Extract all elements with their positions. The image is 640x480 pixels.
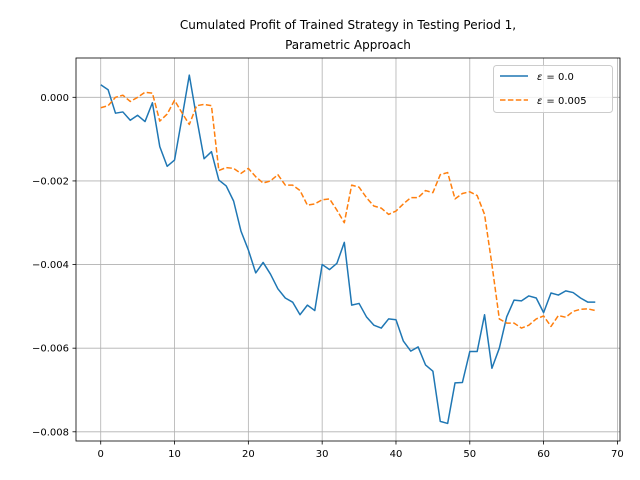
y-tick-label: −0.008 xyxy=(32,427,69,438)
x-tick-label: 60 xyxy=(537,449,550,460)
x-tick-label: 50 xyxy=(463,449,476,460)
legend-symbol-eps-0005: ε xyxy=(537,96,543,107)
chart-title-line2: Parametric Approach xyxy=(285,38,411,52)
legend-label-eps-0: ε = 0.0 xyxy=(537,72,574,83)
legend-symbol-eps-0: ε xyxy=(537,72,543,83)
x-tick-label: 0 xyxy=(98,449,104,460)
legend-value-eps-0: = 0.0 xyxy=(546,72,573,83)
chart-title-line1: Cumulated Profit of Trained Strategy in … xyxy=(180,18,516,32)
grid xyxy=(76,58,620,441)
x-tick-label: 40 xyxy=(390,449,403,460)
legend-box xyxy=(493,65,613,113)
x-tick-label: 20 xyxy=(242,449,255,460)
y-tick-label: −0.004 xyxy=(32,260,69,271)
legend: ε = 0.0 ε = 0.005 xyxy=(493,65,613,113)
x-tick-label: 10 xyxy=(168,449,181,460)
plot-area xyxy=(76,58,620,441)
x-tick-label: 70 xyxy=(611,449,624,460)
series-group xyxy=(100,74,596,425)
y-tick-label: −0.002 xyxy=(32,176,69,187)
axes-frame xyxy=(75,57,621,442)
series-line-eps-0 xyxy=(100,74,596,425)
ticks: 0 10 20 30 40 50 60 70 −0.008 −0.006 −0.004 −0.002 0… xyxy=(32,93,624,460)
legend-label-eps-0005: ε = 0.005 xyxy=(537,96,587,107)
y-tick-label: −0.006 xyxy=(32,344,69,355)
y-tick-label: 0.000 xyxy=(40,93,69,104)
legend-value-eps-0005: = 0.005 xyxy=(546,96,586,107)
x-tick-label: 30 xyxy=(316,449,329,460)
